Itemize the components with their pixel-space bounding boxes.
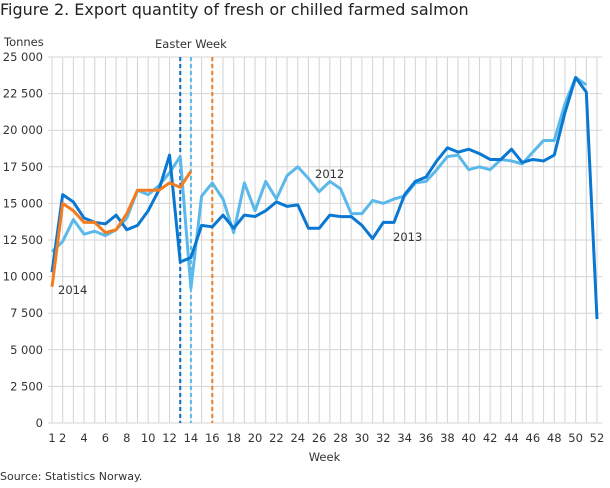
- y-tick-label: 25 000: [3, 50, 43, 64]
- y-tick-label: 12 500: [3, 233, 43, 247]
- series-label-2014: 2014: [58, 283, 87, 297]
- x-tick-label: 16: [205, 431, 220, 445]
- x-tick-label: 14: [184, 431, 199, 445]
- x-tick-label: 52: [590, 431, 605, 445]
- x-tick-label: 1: [48, 431, 55, 445]
- x-tick-label: 42: [483, 431, 498, 445]
- x-tick-label: 6: [102, 431, 109, 445]
- y-axis-label: Tonnes: [3, 35, 44, 49]
- x-tick-label: 22: [269, 431, 284, 445]
- x-tick-label: 36: [419, 431, 434, 445]
- x-tick-label: 30: [355, 431, 370, 445]
- x-tick-label: 26: [312, 431, 327, 445]
- series-label-2013: 2013: [393, 230, 422, 244]
- x-tick-label: 20: [248, 431, 263, 445]
- y-tick-label: 0: [36, 416, 43, 430]
- chart-title: Figure 2. Export quantity of fresh or ch…: [0, 0, 469, 19]
- y-tick-label: 5 000: [10, 343, 43, 357]
- x-tick-label: 24: [290, 431, 305, 445]
- x-tick-label: 28: [333, 431, 348, 445]
- x-tick-label: 38: [440, 431, 455, 445]
- x-tick-label: 44: [504, 431, 519, 445]
- x-tick-label: 50: [568, 431, 583, 445]
- easter-week-label: Easter Week: [155, 37, 227, 51]
- x-tick-label: 46: [526, 431, 541, 445]
- y-tick-label: 17 500: [3, 160, 43, 174]
- y-tick-label: 22 500: [3, 87, 43, 101]
- series-line-2014: [50, 170, 193, 288]
- series-line-2013: [50, 75, 599, 320]
- x-tick-label: 4: [80, 431, 87, 445]
- y-tick-label: 7 500: [10, 306, 43, 320]
- x-tick-label: 34: [397, 431, 412, 445]
- x-axis-label: Week: [309, 450, 341, 464]
- y-tick-label: 10 000: [3, 270, 43, 284]
- y-tick-label: 15 000: [3, 196, 43, 210]
- source-note: Source: Statistics Norway.: [0, 470, 143, 483]
- x-tick-label: 48: [547, 431, 562, 445]
- x-tick-label: 8: [123, 431, 130, 445]
- y-tick-label: 2 500: [10, 379, 43, 393]
- x-tick-label: 2: [59, 431, 66, 445]
- x-tick-label: 10: [141, 431, 156, 445]
- series-label-2012: 2012: [315, 167, 344, 181]
- x-tick-label: 18: [226, 431, 241, 445]
- y-tick-label: 20 000: [3, 123, 43, 137]
- x-tick-label: 40: [461, 431, 476, 445]
- x-tick-label: 12: [162, 431, 177, 445]
- x-tick-label: 32: [376, 431, 391, 445]
